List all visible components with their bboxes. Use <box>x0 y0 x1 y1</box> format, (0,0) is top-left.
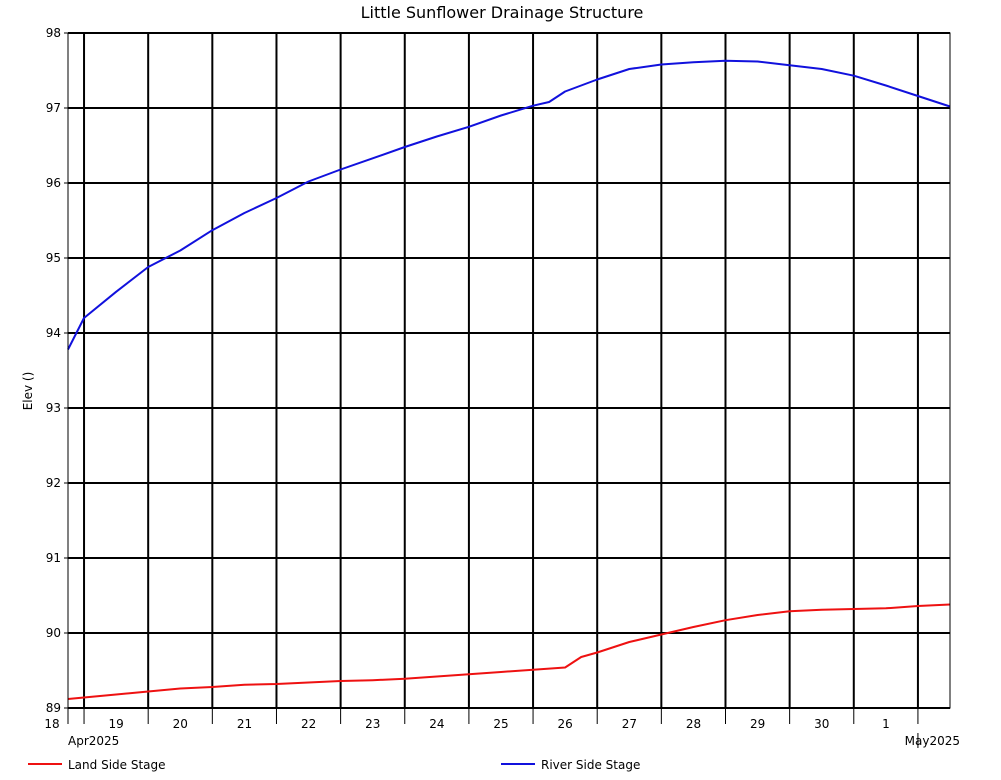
x-tick-label: 25 <box>493 717 508 731</box>
legend-label: Land Side Stage <box>68 758 166 772</box>
x-tick-label: 28 <box>686 717 701 731</box>
y-tick-label: 91 <box>46 551 61 565</box>
y-axis: 89 90 91 92 93 94 95 96 97 98 <box>46 26 68 715</box>
x-tick-label: 27 <box>622 717 637 731</box>
month-labels: Apr2025 May2025 <box>68 733 960 748</box>
x-tick-label: 24 <box>429 717 444 731</box>
y-tick-label: 97 <box>46 101 61 115</box>
x-tick-label: 23 <box>365 717 380 731</box>
x-tick-label: 30 <box>814 717 829 731</box>
chart-title: Little Sunflower Drainage Structure <box>361 3 644 22</box>
month-label-may: May2025 <box>905 734 960 748</box>
x-tick-label: 26 <box>558 717 573 731</box>
x-tick-label: 19 <box>109 717 124 731</box>
legend-label: River Side Stage <box>541 758 640 772</box>
grid-lines <box>68 32 950 709</box>
y-tick-label: 90 <box>46 626 61 640</box>
x-tick-label: 21 <box>237 717 252 731</box>
y-tick-label: 96 <box>46 176 61 190</box>
y-tick-label: 89 <box>46 701 61 715</box>
plot-frame <box>67 32 951 709</box>
series-line-river-side-stage <box>67 59 951 350</box>
x-axis: 18 19 20 21 22 23 24 25 26 27 28 29 30 1 <box>44 708 919 731</box>
y-tick-label: 93 <box>46 401 61 415</box>
x-tick-label: 22 <box>301 717 316 731</box>
series-line-land-side-stage <box>67 603 951 700</box>
y-axis-label: Elev () <box>21 372 35 411</box>
legend: Land Side Stage River Side Stage <box>28 758 640 772</box>
series-lines <box>67 59 951 700</box>
y-tick-label: 98 <box>46 26 61 40</box>
x-tick-label: 29 <box>750 717 765 731</box>
y-tick-label: 95 <box>46 251 61 265</box>
month-label-apr: Apr2025 <box>68 734 119 748</box>
y-tick-label: 92 <box>46 476 61 490</box>
x-tick-label: 20 <box>173 717 188 731</box>
y-tick-label: 94 <box>46 326 61 340</box>
x-tick-label: 18 <box>44 717 59 731</box>
x-tick-label: 1 <box>882 717 890 731</box>
